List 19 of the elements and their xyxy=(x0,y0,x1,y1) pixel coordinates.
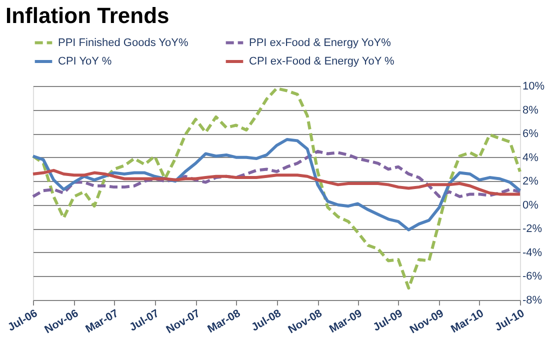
y-tick-label: 8% xyxy=(522,104,539,116)
y-tick-label: 6% xyxy=(522,128,539,140)
chart-title: Inflation Trends xyxy=(5,3,170,28)
legend-label: PPI Finished Goods YoY% xyxy=(58,36,188,49)
line-series xyxy=(32,86,522,290)
y-tick-label: -2% xyxy=(522,223,542,236)
line-series xyxy=(32,138,522,232)
y-tick-label: -6% xyxy=(522,270,542,283)
y-tick-label: -8% xyxy=(522,294,542,306)
line-series xyxy=(32,168,522,196)
legend-label: CPI ex-Food & Energy YoY % xyxy=(249,56,395,68)
y-tick-label: 10% xyxy=(522,80,545,92)
y-tick-label: 0% xyxy=(522,199,539,212)
line-series xyxy=(32,150,522,198)
legend-label: PPI ex-Food & Energy YoY% xyxy=(249,36,392,49)
y-tick-label: -4% xyxy=(522,246,542,259)
y-tick-label: 4% xyxy=(522,152,539,164)
legend-label: CPI YoY % xyxy=(58,56,112,68)
y-tick-label: 2% xyxy=(522,176,539,188)
